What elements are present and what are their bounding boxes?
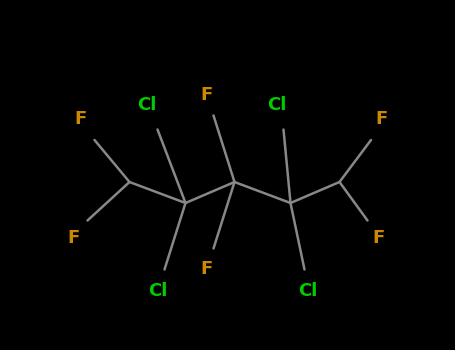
Text: F: F xyxy=(372,229,384,247)
Text: F: F xyxy=(67,229,80,247)
Text: F: F xyxy=(375,110,388,128)
Text: Cl: Cl xyxy=(148,281,167,300)
Text: F: F xyxy=(74,110,86,128)
Text: Cl: Cl xyxy=(267,96,286,114)
Text: Cl: Cl xyxy=(298,281,318,300)
Text: Cl: Cl xyxy=(137,96,157,114)
Text: F: F xyxy=(200,85,212,104)
Text: F: F xyxy=(200,260,212,279)
